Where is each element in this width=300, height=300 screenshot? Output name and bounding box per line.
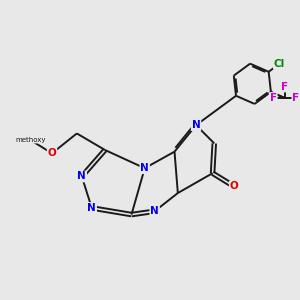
Text: F: F (281, 82, 288, 92)
Text: Cl: Cl (274, 59, 285, 69)
Text: N: N (150, 206, 159, 216)
Text: N: N (87, 203, 96, 213)
Text: N: N (192, 120, 200, 130)
Text: N: N (77, 172, 86, 182)
Text: F: F (270, 93, 277, 103)
Text: F: F (292, 93, 299, 103)
Text: methoxy: methoxy (15, 137, 46, 143)
Text: O: O (48, 148, 56, 158)
Text: O: O (230, 182, 239, 191)
Text: N: N (140, 163, 149, 173)
